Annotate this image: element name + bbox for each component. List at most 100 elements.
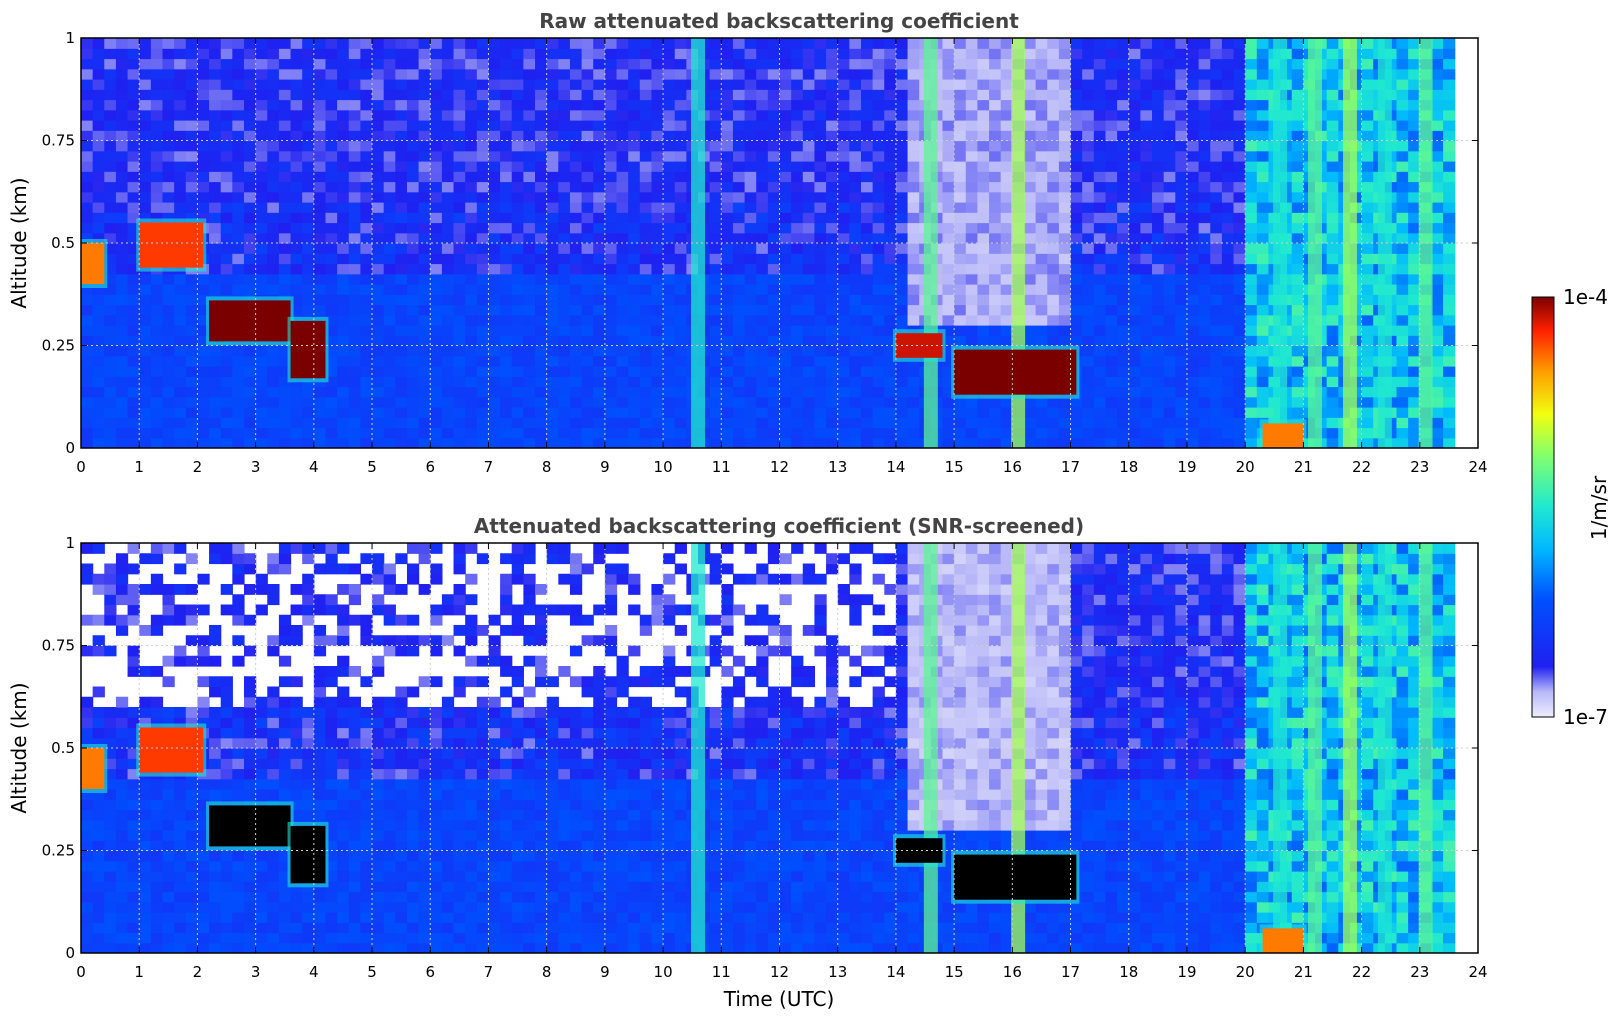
heatmap-cell bbox=[255, 253, 268, 265]
heatmap-cell bbox=[337, 150, 350, 162]
heatmap-cell bbox=[884, 79, 897, 90]
heatmap-cell bbox=[255, 140, 268, 152]
heatmap-cell bbox=[942, 304, 955, 316]
heatmap-cell bbox=[278, 273, 292, 285]
heatmap-cell bbox=[977, 314, 990, 326]
heatmap-cell bbox=[767, 437, 781, 448]
heatmap-cell bbox=[1047, 232, 1060, 244]
heatmap-cell bbox=[302, 38, 315, 49]
heatmap-cell bbox=[1175, 314, 1188, 326]
heatmap-cell bbox=[744, 120, 757, 131]
heatmap-cell bbox=[1128, 48, 1141, 60]
heatmap-cell bbox=[290, 161, 303, 172]
heatmap-cell bbox=[569, 263, 583, 275]
heatmap-cell bbox=[476, 253, 490, 265]
heatmap-cell bbox=[791, 79, 804, 90]
heatmap-cell bbox=[162, 171, 175, 183]
heatmap-cell bbox=[139, 284, 152, 295]
heatmap-cell bbox=[1140, 48, 1153, 60]
heatmap-cell bbox=[721, 294, 734, 306]
heatmap-cell bbox=[1058, 325, 1072, 336]
heatmap-cell bbox=[604, 427, 618, 439]
heatmap-cell bbox=[709, 99, 722, 111]
heatmap-cell bbox=[1105, 396, 1118, 408]
heatmap-cell bbox=[593, 38, 606, 49]
heatmap-cell bbox=[150, 386, 164, 398]
heatmap-cell bbox=[453, 48, 466, 60]
heatmap-cell bbox=[1256, 150, 1270, 162]
heatmap-cell bbox=[721, 366, 734, 377]
heatmap-cell bbox=[383, 386, 396, 398]
heatmap-cell bbox=[1128, 325, 1141, 336]
heatmap-cell bbox=[81, 222, 94, 234]
heatmap-cell bbox=[139, 417, 152, 429]
heatmap-cell bbox=[290, 58, 303, 70]
heatmap-cell bbox=[360, 396, 373, 408]
heatmap-cell bbox=[395, 335, 408, 347]
heatmap-cell bbox=[465, 284, 478, 295]
heatmap-cell bbox=[791, 284, 804, 295]
heatmap-cell bbox=[965, 212, 979, 224]
heatmap-cell bbox=[884, 68, 897, 80]
heatmap-cell bbox=[767, 253, 781, 265]
heatmap-cell bbox=[290, 263, 303, 275]
heatmap-cell bbox=[243, 437, 257, 448]
heatmap-cell bbox=[488, 325, 501, 336]
heatmap-cell bbox=[476, 202, 490, 213]
heatmap-cell bbox=[593, 99, 606, 111]
heatmap-cell bbox=[453, 335, 466, 347]
heatmap-cell bbox=[558, 232, 571, 244]
heatmap-cell bbox=[546, 417, 559, 429]
heatmap-cell bbox=[500, 335, 513, 347]
heatmap-cell bbox=[791, 202, 804, 213]
heatmap-cell bbox=[1140, 304, 1153, 316]
heatmap-cell bbox=[523, 181, 536, 193]
heatmap-cell bbox=[127, 202, 140, 213]
heatmap-cell bbox=[826, 284, 839, 295]
heatmap-cell bbox=[1140, 140, 1153, 152]
heatmap-cell bbox=[954, 79, 967, 90]
heatmap-cell bbox=[779, 181, 792, 193]
heatmap-cell bbox=[209, 273, 222, 285]
heatmap-cell bbox=[744, 140, 757, 152]
heatmap-cell bbox=[639, 273, 653, 285]
heatmap-cell bbox=[581, 386, 594, 398]
heatmap-cell bbox=[989, 58, 1002, 70]
heatmap-cell bbox=[1361, 417, 1374, 429]
heatmap-cell bbox=[465, 161, 478, 172]
heatmap-cell bbox=[348, 130, 361, 142]
heatmap-cell bbox=[604, 130, 618, 142]
heatmap-cell bbox=[243, 38, 257, 49]
heatmap-cell bbox=[1210, 284, 1223, 295]
heatmap-cell bbox=[290, 232, 303, 244]
heatmap-cell bbox=[418, 314, 431, 326]
heatmap-cell bbox=[581, 232, 594, 244]
heatmap-cell bbox=[1128, 212, 1141, 224]
heatmap-cell bbox=[756, 335, 769, 347]
heatmap-cell bbox=[104, 758, 117, 770]
heatmap-cell bbox=[791, 335, 804, 347]
heatmap-cell bbox=[1198, 191, 1211, 203]
heatmap-cell bbox=[465, 253, 478, 265]
heatmap-cell bbox=[1117, 109, 1130, 121]
heatmap-cell bbox=[430, 68, 443, 80]
heatmap-cell bbox=[1117, 161, 1130, 172]
heatmap-cell bbox=[1105, 99, 1118, 111]
heatmap-cell bbox=[1431, 284, 1444, 295]
x-tick-label: 18 bbox=[1119, 458, 1138, 476]
heatmap-cell bbox=[302, 437, 315, 448]
heatmap-cell bbox=[1093, 243, 1107, 254]
x-tick-label: 12 bbox=[770, 458, 789, 476]
heatmap-cell bbox=[558, 99, 571, 111]
heatmap-cell bbox=[1105, 58, 1118, 70]
heatmap-cell bbox=[1152, 376, 1165, 388]
heatmap-cell bbox=[1093, 171, 1107, 183]
heatmap-cell bbox=[546, 89, 559, 101]
heatmap-cell bbox=[989, 417, 1002, 429]
heatmap-cell bbox=[860, 335, 874, 347]
heatmap-cell bbox=[1361, 150, 1374, 162]
heatmap-cell bbox=[546, 325, 559, 336]
heatmap-cell bbox=[1326, 99, 1339, 111]
heatmap-cell bbox=[1058, 120, 1072, 131]
